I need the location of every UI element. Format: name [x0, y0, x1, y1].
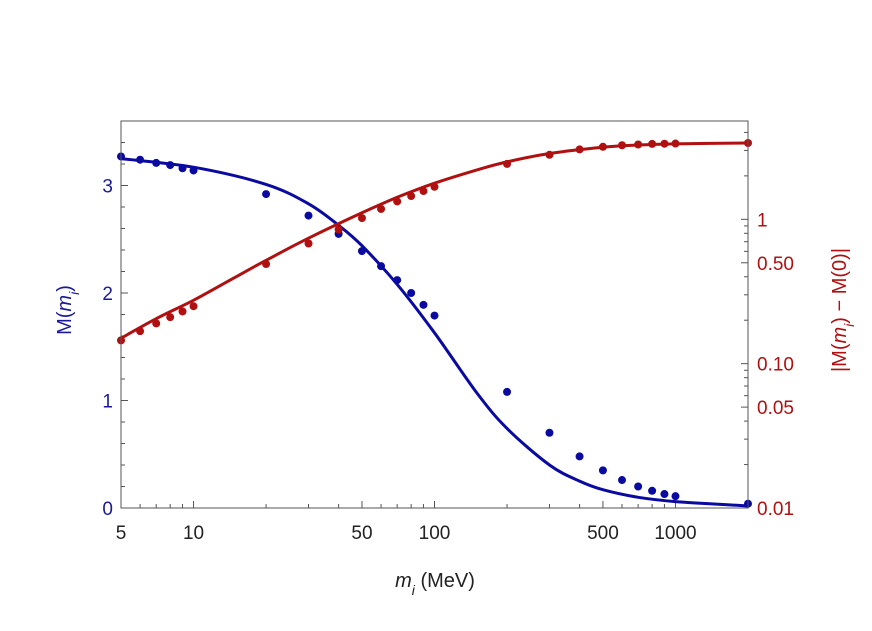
data-point-1 — [407, 289, 416, 297]
y-left-axis-title: M(mi) — [54, 285, 82, 335]
data-point-2 — [503, 159, 512, 168]
y-right-tick-label: 0.10 — [757, 355, 794, 376]
data-point-2 — [648, 139, 657, 148]
data-point-2 — [660, 139, 669, 148]
x-tick-label: 1000 — [654, 523, 696, 544]
data-point-1 — [618, 476, 627, 485]
data-point-1 — [189, 166, 198, 175]
x-axis-title: mi (MeV) — [395, 570, 475, 598]
y-left-tick-label: 3 — [102, 177, 113, 198]
data-point-1 — [262, 190, 271, 199]
data-point-1 — [545, 428, 554, 437]
data-point-1 — [304, 211, 313, 220]
data-point-2 — [334, 225, 343, 234]
data-point-1 — [166, 161, 175, 170]
labels-layer: 5 10 50 100 500 1000 0 1 2 3 0.01 0.05 0.10 0.50 1 — [102, 177, 794, 545]
data-point-2 — [545, 150, 554, 159]
data-point-1 — [357, 247, 366, 256]
data-point-1 — [419, 300, 428, 309]
data-point-2 — [419, 187, 428, 196]
data-point-1 — [598, 466, 607, 475]
fits-layer — [121, 141, 748, 508]
data-point-1 — [377, 262, 386, 271]
data-point-1 — [178, 164, 187, 173]
y-left-tick-label: 1 — [102, 392, 113, 413]
x-tick-label: 10 — [183, 523, 204, 544]
data-point-2 — [136, 327, 145, 336]
y-right-axis-title: |M(mi) − M(0)| — [829, 248, 857, 372]
fit-curve-1 — [121, 157, 748, 508]
data-point-2 — [189, 302, 198, 311]
y-left-tick-label: 0 — [102, 499, 113, 520]
y-right-tick-label: 0.50 — [757, 254, 794, 275]
x-tick-label: 100 — [419, 523, 451, 544]
x-tick-label: 5 — [116, 523, 127, 544]
data-point-1 — [152, 158, 161, 167]
data-point-2 — [407, 192, 416, 201]
data-point-2 — [618, 141, 627, 150]
data-point-1 — [648, 486, 657, 495]
data-point-2 — [575, 145, 584, 154]
data-point-2 — [393, 197, 402, 206]
data-point-2 — [152, 319, 161, 328]
data-point-2 — [262, 260, 271, 269]
y-right-tick-label: 0.05 — [757, 398, 794, 419]
data-point-2 — [430, 182, 439, 191]
plot-frame — [120, 120, 749, 509]
y-right-tick-label: 0.01 — [757, 499, 794, 520]
data-point-1 — [136, 155, 145, 164]
data-point-1 — [660, 490, 669, 499]
data-point-2 — [166, 313, 175, 322]
data-point-1 — [671, 492, 680, 501]
data-point-1 — [430, 311, 439, 320]
data-point-1 — [393, 276, 402, 285]
data-point-2 — [304, 239, 313, 248]
ticks-layer — [120, 131, 749, 509]
data-point-1 — [634, 482, 643, 491]
data-point-2 — [357, 214, 366, 223]
x-tick-label: 500 — [587, 523, 619, 544]
data-point-1 — [503, 387, 512, 396]
data-point-1 — [575, 452, 584, 461]
data-point-2 — [634, 140, 643, 149]
data-point-2 — [178, 307, 187, 316]
y-right-tick-label: 1 — [757, 210, 768, 231]
data-point-2 — [377, 204, 386, 213]
data-point-2 — [598, 142, 607, 151]
y-left-tick-label: 2 — [102, 284, 113, 305]
x-tick-label: 50 — [351, 523, 372, 544]
data-point-2 — [671, 139, 680, 148]
points-layer — [117, 138, 752, 508]
